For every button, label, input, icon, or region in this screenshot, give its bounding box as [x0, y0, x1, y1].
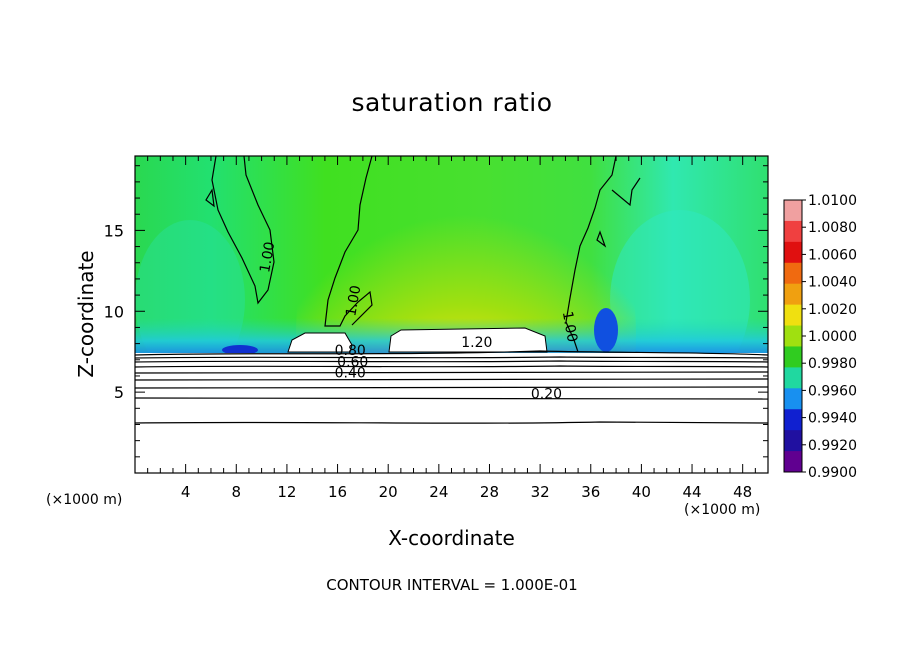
contour-label: 0.20	[531, 387, 562, 403]
colorbar-swatch	[784, 304, 802, 327]
contour-label: 1.20	[461, 335, 492, 351]
x-tick-label: 32	[531, 483, 550, 501]
x-tick-label: 16	[328, 483, 347, 501]
x-tick-label: 8	[232, 483, 242, 501]
colorbar-label: 1.0080	[808, 220, 857, 236]
contour-interval-note: CONTOUR INTERVAL = 1.000E-01	[326, 576, 578, 594]
colorbar-label: 0.9900	[808, 465, 857, 481]
colorbar-swatch	[784, 220, 802, 243]
x-tick-label: 40	[632, 483, 651, 501]
x-tick-label: 48	[733, 483, 752, 501]
colorbar-label: 1.0040	[808, 275, 857, 291]
x-axis-label: X-coordinate	[388, 526, 515, 550]
field-lower-white	[135, 353, 768, 473]
colorbar-swatch	[784, 325, 802, 347]
x-tick-label: 12	[277, 483, 296, 501]
cloud-white-region	[287, 332, 353, 353]
x-tick-label: 20	[379, 483, 398, 501]
colorbar-label: 1.0020	[808, 302, 857, 318]
contour-label: 0.40	[335, 366, 366, 382]
colorbar-swatch	[784, 346, 802, 368]
colorbar-swatch	[784, 283, 802, 306]
colorbar-label: 1.0000	[808, 329, 857, 345]
colorbar-swatch	[784, 430, 802, 452]
contour-label: 1.00	[343, 284, 364, 317]
x-tick-label: 24	[429, 483, 448, 501]
contour-lines	[135, 156, 768, 424]
colorbar: 1.0100 1.0080 1.0060 1.0040 1.0020 1.0000 0.99…	[783, 193, 857, 481]
x-tick-label: 44	[682, 483, 701, 501]
axis-ticks	[135, 156, 768, 473]
colorbar-swatch	[784, 367, 802, 389]
x-tick-label: 36	[581, 483, 600, 501]
colorbar-label: 0.9960	[808, 383, 857, 399]
contour-label: 0.80	[335, 343, 366, 359]
y-axis-label: Z-coordinate	[74, 250, 98, 378]
colorbar-swatch	[784, 388, 802, 410]
colorbar-swatch	[784, 241, 802, 264]
colorbar-label: 0.9940	[808, 411, 857, 427]
y-tick-label: 5	[114, 383, 124, 402]
colorbar-label: 1.0060	[808, 247, 857, 263]
y-tick-label: 10	[104, 302, 124, 321]
colorbar-label: 0.9980	[808, 356, 857, 372]
contour-label: 0.60	[337, 354, 368, 370]
colorbar-swatch	[784, 262, 802, 285]
colorbar-label: 1.0100	[808, 193, 857, 209]
colorbar-swatch	[784, 409, 802, 431]
colorbar-label: 0.9920	[808, 438, 857, 454]
contour-label: 1.00	[257, 240, 278, 273]
x-axis-unit-right: (×1000 m)	[684, 502, 761, 518]
field-blue-patch	[222, 345, 258, 355]
contour-label: 1.00	[559, 310, 580, 343]
colorbar-swatch	[784, 200, 802, 222]
chart-title: saturation ratio	[351, 88, 553, 117]
x-tick-label: 28	[480, 483, 499, 501]
y-tick-label: 15	[104, 221, 124, 240]
x-tick-label: 4	[181, 483, 191, 501]
cloud-white-region	[388, 327, 548, 353]
field-blue-patch	[594, 308, 618, 352]
colorbar-swatch	[784, 451, 802, 473]
x-axis-unit-left: (×1000 m)	[46, 492, 123, 508]
contour-label-layer: 1.00 1.00 1.00 1.20 0.800.600.40 0.20	[257, 240, 580, 402]
